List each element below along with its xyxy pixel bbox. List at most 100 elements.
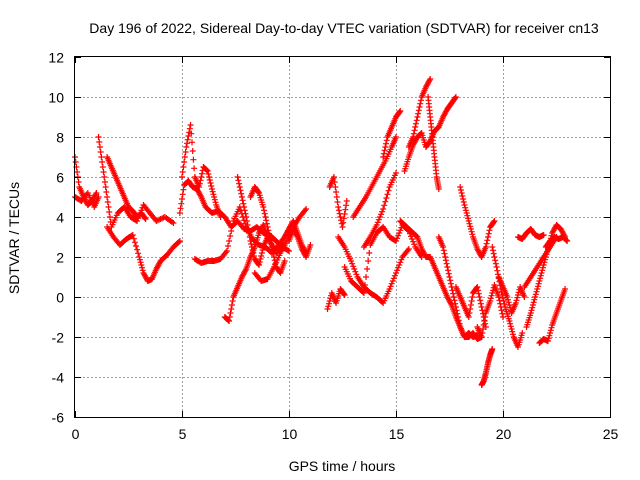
data-point [417,100,424,107]
data-point [99,159,106,165]
data-point [190,156,197,163]
data-point [562,286,569,292]
series-trace-2 [72,190,102,210]
data-point [333,189,340,195]
data-point [348,258,355,264]
data-point [286,248,292,254]
data-point [415,107,422,114]
data-point [445,267,452,274]
data-point [99,164,106,170]
data-point [440,244,447,250]
y-axis-label: SDTVAR / TECUs [6,182,22,294]
y-tick-label: -4 [52,370,65,386]
data-point [509,328,516,335]
data-point [242,210,249,217]
series-trace-28 [474,282,506,340]
data-point [243,214,250,220]
data-point [380,150,387,157]
data-point [186,125,193,132]
data-point [226,238,233,244]
data-point [404,247,411,254]
data-point [529,302,536,308]
data-point [351,266,358,272]
data-point [142,216,149,222]
data-point [237,187,244,194]
data-point [183,144,190,150]
data-point [72,159,79,165]
data-point [475,290,482,297]
data-point [500,295,506,301]
data-point [490,287,497,294]
data-point [527,310,534,316]
data-point [184,136,191,143]
data-point [486,227,493,234]
data-point [465,215,472,222]
data-point [244,222,251,228]
data-point [209,188,216,195]
data-point [293,232,300,239]
series-trace-7 [176,178,292,254]
data-point [453,307,460,314]
chart-title: Day 196 of 2022, Sidereal Day-to-day VTE… [89,20,599,36]
data-point [530,299,537,306]
data-point [234,174,241,180]
data-point [474,284,481,290]
data-point [74,169,81,175]
data-point [267,237,274,244]
data-point [353,271,360,278]
data-point [396,262,403,268]
data-point [281,258,288,264]
data-point [325,300,332,307]
data-point [443,260,450,267]
data-point [491,254,498,260]
data-point [455,317,462,324]
data-point [222,249,229,256]
data-point [491,218,498,224]
data-point [229,223,236,229]
data-point [208,186,215,192]
data-point [103,189,110,195]
data-point [426,77,433,84]
data-point [538,270,545,276]
data-point [206,177,213,183]
series-trace-14 [324,286,348,312]
data-point [534,286,541,292]
data-point [226,314,233,320]
data-point [490,250,497,257]
data-point [548,324,555,331]
data-point [508,326,515,332]
data-point [384,191,391,198]
data-point [500,298,507,304]
data-point [208,183,215,189]
data-point [536,278,543,284]
data-point [457,187,464,193]
data-point [258,250,265,256]
data-point [197,177,204,184]
data-point [442,254,449,260]
y-tick-label: 6 [56,170,64,186]
data-point [475,287,482,294]
series-trace-13 [286,226,314,260]
data-point [211,194,218,200]
data-point [532,291,539,298]
data-point [248,244,255,250]
data-point [102,184,109,190]
series-trace-11 [247,184,288,276]
data-point [531,296,538,303]
data-point [249,247,256,253]
data-point [246,230,253,236]
data-point [376,214,383,220]
data-point [188,139,195,146]
data-point [529,304,536,311]
series-trace-31 [478,346,496,388]
data-point [251,253,258,259]
data-point [480,310,487,317]
data-point [196,180,203,187]
series-trace-18 [360,170,399,250]
data-point [478,304,485,310]
data-point [189,148,196,154]
data-point [395,232,402,239]
data-point [261,210,268,217]
data-point [242,267,249,274]
data-point [485,234,492,240]
